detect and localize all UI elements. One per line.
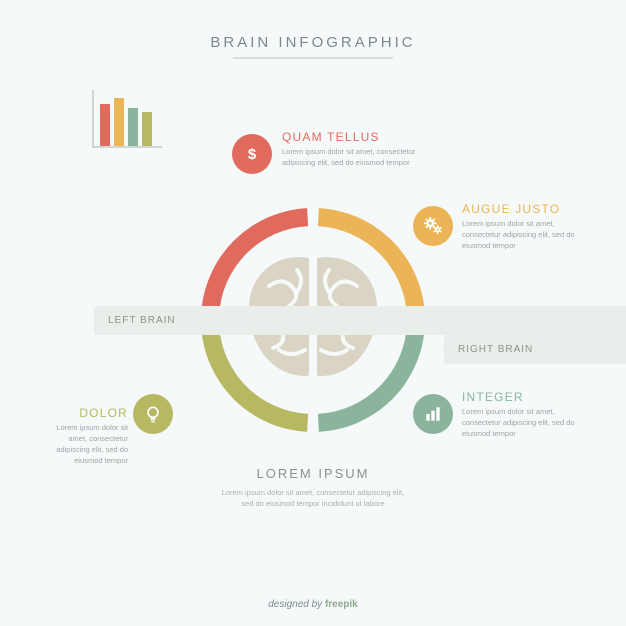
callout-integer: INTEGER Lorem ipsum dolor sit amet, conse… [462, 390, 592, 440]
callout-title: INTEGER [462, 390, 592, 404]
footer-body: Lorem ipsum dolor sit amet, consectetur … [193, 487, 433, 510]
callout-body: Lorem ipsum dolor sit amet, consectetur … [44, 423, 128, 467]
callout-quam-tellus: QUAM TELLUS Lorem ipsum dolor sit amet, c… [282, 130, 432, 169]
callout-body: Lorem ipsum dolor sit amet, consectetur … [462, 219, 592, 252]
callout-title: QUAM TELLUS [282, 130, 432, 144]
left-brain-label: LEFT BRAIN [108, 315, 176, 326]
right-brain-tag: RIGHT BRAIN [444, 335, 626, 364]
gears-icon [413, 206, 453, 246]
svg-text:$: $ [248, 146, 257, 163]
credit-prefix: designed by [268, 599, 325, 610]
callout-dolor: DOLOR Lorem ipsum dolor sit amet, consect… [44, 406, 128, 467]
right-brain-label: RIGHT BRAIN [458, 344, 533, 355]
dollar-icon: $ [232, 134, 272, 174]
bars-icon [413, 394, 453, 434]
callout-augue-justo: AUGUE JUSTO Lorem ipsum dolor sit amet, c… [462, 202, 592, 252]
footer-title: LOREM IPSUM [193, 466, 433, 481]
stage: LEFT BRAIN RIGHT BRAIN $ QUAM TELLUS Lorem… [0, 0, 626, 626]
bulb-icon [133, 394, 173, 434]
credit-brand: freepik [325, 599, 358, 610]
credit-line: designed by freepik [0, 599, 626, 610]
footer-block: LOREM IPSUM Lorem ipsum dolor sit amet, … [193, 466, 433, 510]
left-brain-tag: LEFT BRAIN [94, 306, 626, 335]
callout-title: AUGUE JUSTO [462, 202, 592, 216]
callout-body: Lorem ipsum dolor sit amet, consectetur … [462, 407, 592, 440]
callout-title: DOLOR [44, 406, 128, 420]
callout-body: Lorem ipsum dolor sit amet, consectetur … [282, 147, 432, 169]
